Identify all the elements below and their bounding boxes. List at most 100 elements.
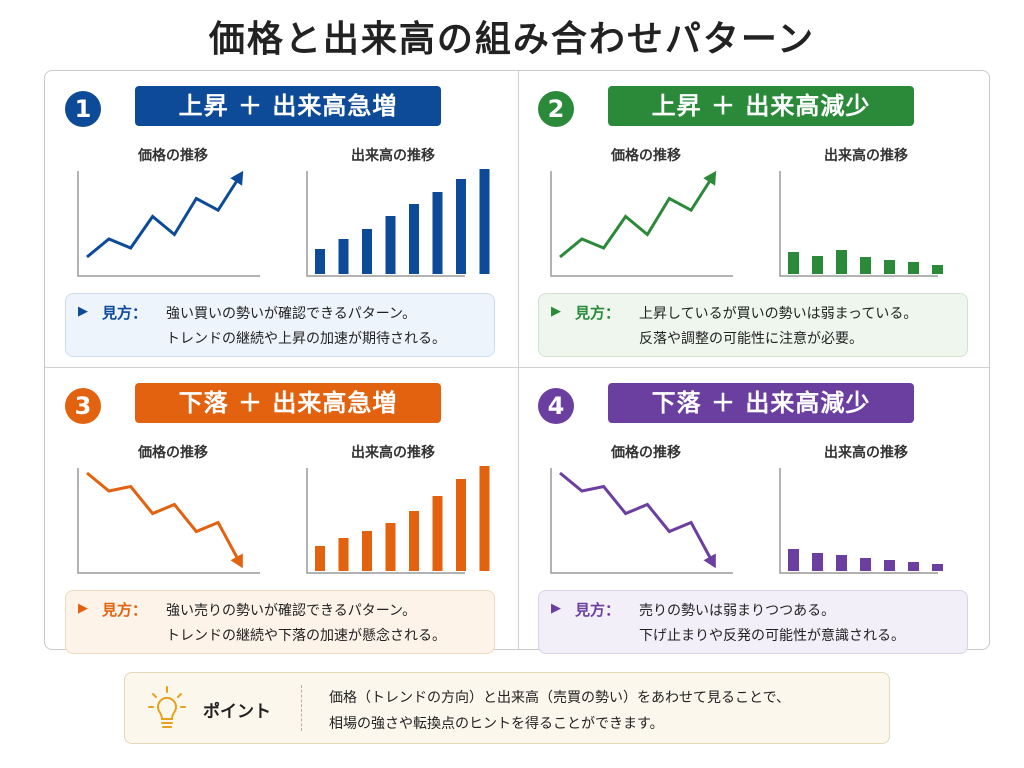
volume-bar — [884, 260, 895, 274]
panel-charts-3 — [77, 466, 490, 574]
price-trend-line — [86, 471, 242, 564]
price-chart-axes — [77, 468, 260, 574]
panel-charts-1 — [77, 169, 490, 277]
price-chart-title: 価格の推移 — [611, 445, 681, 461]
triangle-right-icon: ▶ — [551, 304, 561, 319]
volume-chart-axes — [306, 468, 465, 574]
volume-bar — [409, 511, 419, 571]
grid-horizontal-divider — [45, 367, 989, 368]
panel-charts-4 — [550, 468, 943, 574]
price-trend-line — [559, 471, 715, 564]
volume-bar — [836, 555, 847, 571]
volume-bar — [432, 496, 443, 571]
panel-number-3: 3 — [65, 388, 101, 424]
volume-bar — [932, 564, 943, 571]
panel-number-4: 4 — [538, 388, 574, 424]
volume-bar — [908, 562, 919, 571]
panel-charts-2 — [550, 170, 943, 277]
note-line1: 強い買いの勢いが確認できるパターン。 — [166, 306, 417, 322]
price-chart-title: 価格の推移 — [138, 148, 208, 164]
point-label: ポイント — [203, 702, 271, 722]
price-trend-line — [559, 175, 715, 259]
pattern-panel-2: 2 上昇 ＋ 出来高減少価格の推移 出来高の推移 ▶ 見方： 上昇しているが買いの勢いは弱… — [518, 71, 991, 361]
price-chart-axes — [77, 171, 260, 277]
volume-bar — [362, 531, 372, 571]
price-trend-arrow — [230, 553, 243, 569]
volume-bar — [338, 538, 349, 571]
volume-bar — [860, 558, 871, 571]
panel-note-2: ▶ 見方： 上昇しているが買いの勢いは弱まっている。 反落や調整の可能性に注意が必要。 — [538, 293, 968, 357]
volume-chart-title: 出来高の推移 — [351, 148, 435, 164]
triangle-right-icon: ▶ — [78, 601, 88, 616]
point-text-line1: 価格（トレンドの方向）と出来高（売買の勢い）をあわせて見ることで、 — [329, 690, 791, 706]
point-box: ポイント 価格（トレンドの方向）と出来高（売買の勢い）をあわせて見ることで、 相… — [124, 672, 890, 744]
volume-bar — [338, 239, 349, 274]
note-line2: トレンドの継続や下落の加速が懸念される。 — [166, 628, 446, 644]
panel-tag-2: 上昇 ＋ 出来高減少 — [608, 86, 914, 126]
volume-bar — [812, 256, 823, 274]
volume-bar — [456, 179, 466, 274]
grid-vertical-divider — [518, 71, 519, 649]
price-trend-arrow — [703, 170, 717, 186]
panel-number-1: 1 — [65, 91, 101, 127]
volume-bar — [908, 262, 919, 274]
note-line2: 下げ止まりや反発の可能性が意識される。 — [639, 628, 905, 644]
price-chart-axes — [550, 171, 733, 277]
volume-bar — [932, 265, 943, 274]
volume-bar — [479, 466, 490, 571]
note-line2: トレンドの継続や上昇の加速が期待される。 — [166, 331, 446, 347]
triangle-right-icon: ▶ — [551, 601, 561, 616]
volume-bar — [812, 553, 823, 571]
panel-tag-4: 下落 ＋ 出来高減少 — [608, 383, 914, 423]
volume-bar — [432, 192, 443, 274]
price-trend-arrow — [703, 553, 716, 569]
price-trend-arrow — [230, 170, 244, 186]
volume-chart-title: 出来高の推移 — [351, 445, 435, 461]
point-text-line2: 相場の強さや転換点のヒントを得ることができます。 — [329, 716, 664, 732]
panel-note-4: ▶ 見方： 売りの勢いは弱まりつつある。下げ止まりや反発の可能性が意識される。 — [538, 590, 968, 654]
panel-note-1: ▶ 見方： 強い買いの勢いが確認できるパターン。トレンドの継続や上昇の加速が期待され… — [65, 293, 495, 357]
price-chart-axes — [550, 468, 733, 574]
point-divider — [301, 685, 302, 731]
volume-bar — [315, 546, 325, 571]
note-label: 見方： — [102, 601, 148, 619]
pattern-panel-4: 4 下落 ＋ 出来高減少価格の推移 出来高の推移 ▶ 見方： 売りの勢いは弱まりつつある。… — [518, 368, 991, 658]
note-line1: 強い売りの勢いが確認できるパターン。 — [166, 603, 417, 619]
volume-bar — [385, 216, 396, 274]
note-label: 見方： — [575, 601, 621, 619]
pattern-grid: 1 上昇 ＋ 出来高急増 価格の推移 出来高の推移 ▶ 見方： 強い買いの勢いが確認できるパ… — [44, 70, 991, 654]
note-label: 見方： — [102, 304, 148, 322]
volume-chart-title: 出来高の推移 — [824, 445, 908, 461]
volume-bar — [409, 204, 419, 274]
note-line1: 売りの勢いは弱まりつつある。 — [639, 603, 836, 619]
panel-tag-1: 上昇 ＋ 出来高急増 — [135, 86, 441, 126]
note-line1: 上昇しているが買いの勢いは弱まっている。 — [639, 306, 918, 322]
lightbulb-icon — [148, 686, 186, 728]
note-line2: 反落や調整の可能性に注意が必要。 — [639, 331, 863, 347]
volume-bar — [479, 169, 490, 274]
volume-chart-axes — [779, 171, 938, 277]
volume-bar — [315, 249, 325, 274]
triangle-right-icon: ▶ — [78, 304, 88, 319]
volume-bar — [788, 549, 799, 571]
page-title: 価格と出来高の組み合わせパターン — [208, 19, 816, 60]
pattern-panel-3: 3 下落 ＋ 出来高急増価格の推移 出来高の推移 ▶ 見方： 強い売りの勢いが確認できるパ… — [45, 368, 518, 658]
price-trend-line — [86, 175, 242, 259]
panel-number-2: 2 — [538, 91, 574, 127]
volume-chart-axes — [306, 171, 465, 277]
volume-chart-title: 出来高の推移 — [824, 148, 908, 164]
panel-note-3: ▶ 見方： 強い売りの勢いが確認できるパターン。トレンドの継続や下落の加速が懸念され… — [65, 590, 495, 654]
volume-bar — [456, 479, 466, 571]
price-chart-title: 価格の推移 — [138, 445, 208, 461]
volume-bar — [385, 523, 396, 571]
volume-bar — [788, 252, 799, 274]
price-chart-title: 価格の推移 — [611, 148, 681, 164]
volume-bar — [884, 560, 895, 571]
volume-chart-axes — [779, 468, 938, 574]
note-label: 見方： — [575, 304, 621, 322]
pattern-panel-1: 1 上昇 ＋ 出来高急増価格の推移 出来高の推移 ▶ 見方： 強い買いの勢いが確認できるパ… — [45, 71, 518, 361]
volume-bar — [860, 257, 871, 274]
volume-bar — [362, 229, 372, 274]
panel-tag-3: 下落 ＋ 出来高急増 — [135, 383, 441, 423]
volume-bar — [836, 250, 847, 274]
